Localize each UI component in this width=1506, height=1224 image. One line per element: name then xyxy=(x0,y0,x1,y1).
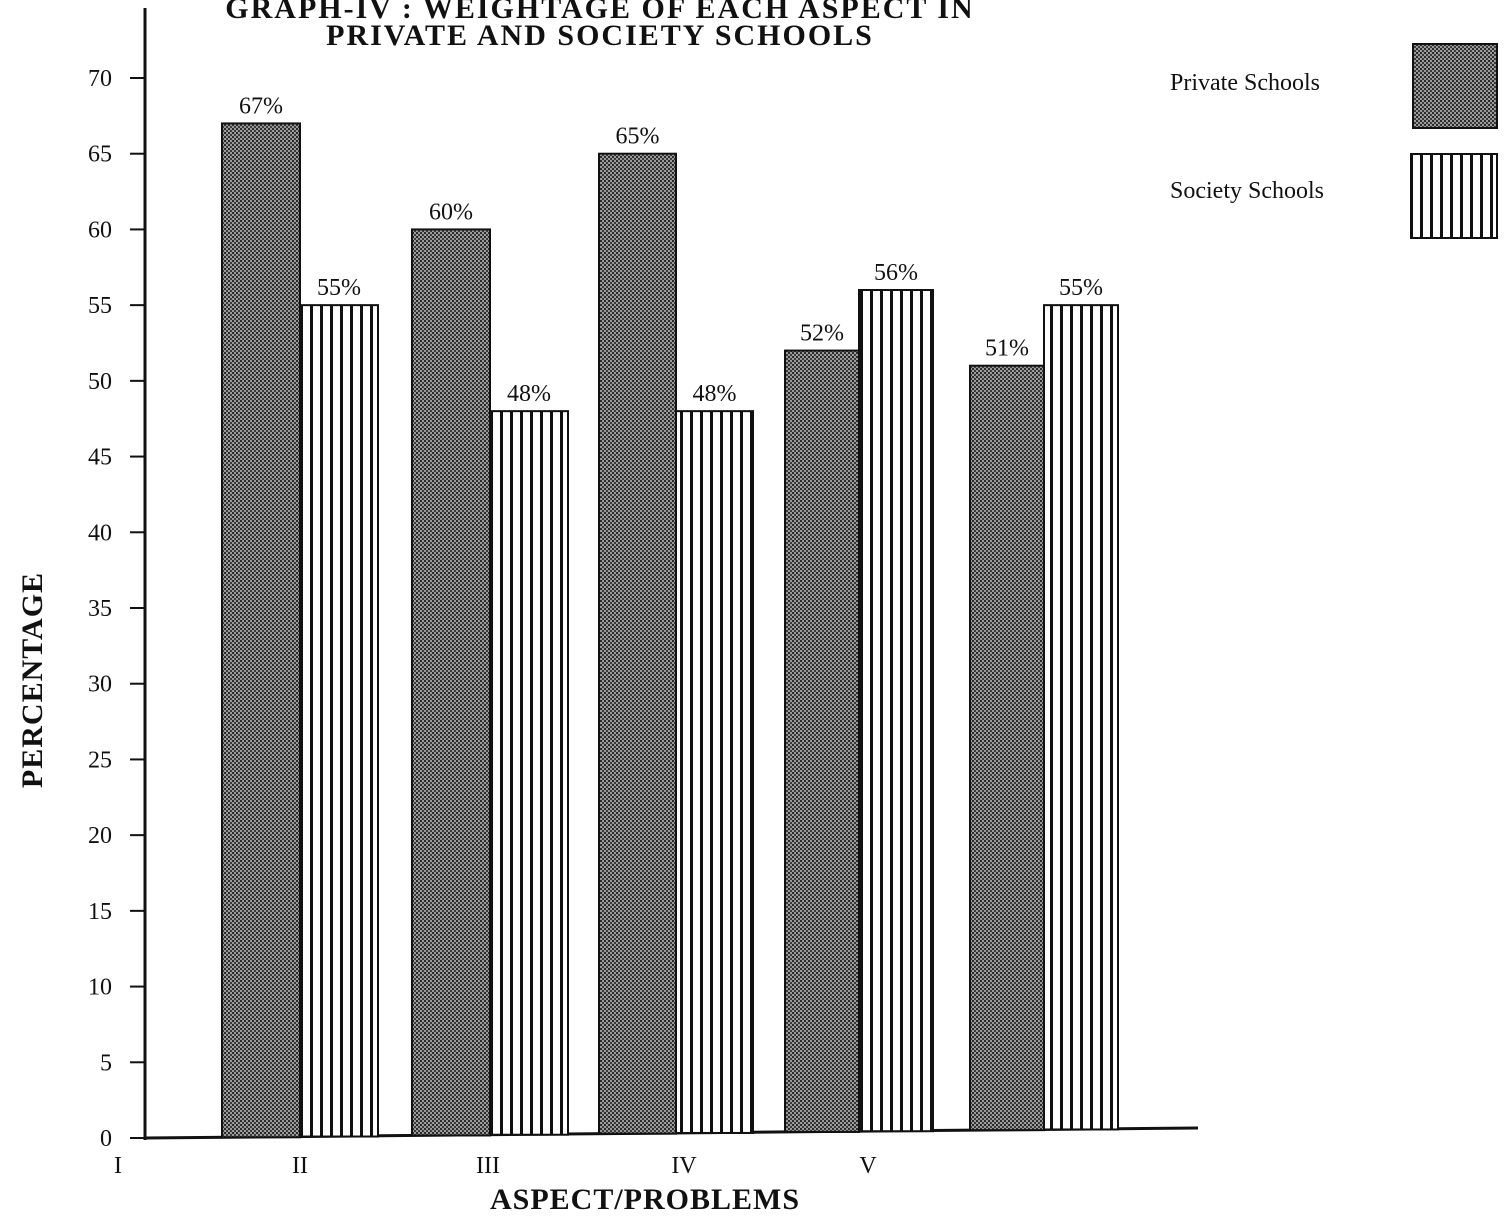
data-label-society: 48% xyxy=(507,381,551,407)
y-tick-label: 45 xyxy=(88,445,112,471)
bars xyxy=(221,122,1119,1139)
data-label-society: 55% xyxy=(1059,275,1103,301)
bar-society-V xyxy=(1043,304,1119,1131)
y-tick-label: 70 xyxy=(88,66,112,92)
x-category-label: V xyxy=(859,1153,877,1179)
y-tick-label: 60 xyxy=(88,217,112,243)
data-label-society: 56% xyxy=(874,260,918,286)
y-axis-ticks: 0 5 10 15 20 25 30 35 40 45 50 55 60 65 70 xyxy=(88,66,145,1152)
y-tick-label: 30 xyxy=(88,672,112,698)
bar-private-III xyxy=(598,152,677,1135)
x-category-label: IV xyxy=(671,1153,697,1179)
legend-swatch-society xyxy=(1410,153,1498,239)
y-tick-label: 40 xyxy=(88,520,112,546)
y-tick-label: 65 xyxy=(88,142,112,168)
data-label-society: 48% xyxy=(693,381,737,407)
chart-title-line-1: GRAPH-IV : WEIGHTAGE OF EACH ASPECT IN xyxy=(225,0,974,25)
bar-private-IV xyxy=(784,349,860,1133)
data-label-private: 52% xyxy=(800,321,844,347)
chart-title-line-2: PRIVATE AND SOCIETY SCHOOLS xyxy=(326,19,874,52)
category-labels: I II III IV V xyxy=(114,1153,877,1179)
data-label-society: 55% xyxy=(317,275,361,301)
legend-swatch-private xyxy=(1412,43,1498,129)
y-tick-label: 15 xyxy=(88,899,112,925)
data-label-private: 51% xyxy=(985,336,1029,362)
x-axis-title: ASPECT/PROBLEMS xyxy=(490,1183,800,1216)
bar-society-IV xyxy=(858,289,934,1133)
y-tick-label: 35 xyxy=(88,596,112,622)
legend-label-society: Society Schools xyxy=(1170,178,1324,204)
x-category-label: II xyxy=(292,1153,308,1179)
x-category-label: I xyxy=(114,1153,122,1179)
x-category-label: III xyxy=(476,1153,500,1179)
y-tick-label: 0 xyxy=(100,1126,112,1152)
y-tick-label: 20 xyxy=(88,823,112,849)
bar-private-V xyxy=(969,364,1045,1132)
bar-society-II xyxy=(489,410,569,1136)
data-labels: 67% 60% 65% 52% 51% 55% 48% 48% 56% 55% xyxy=(239,93,1103,407)
y-tick-label: 5 xyxy=(100,1050,112,1076)
legend: Private Schools Society Schools xyxy=(1170,43,1498,239)
y-tick-label: 25 xyxy=(88,747,112,773)
bar-private-II xyxy=(411,228,491,1137)
y-tick-label: 55 xyxy=(88,293,112,319)
data-label-private: 65% xyxy=(616,124,660,150)
data-label-private: 60% xyxy=(429,199,473,225)
y-tick-label: 50 xyxy=(88,369,112,395)
chart-title: GRAPH-IV : WEIGHTAGE OF EACH ASPECT IN P… xyxy=(225,0,974,52)
bar-private-I xyxy=(221,122,301,1139)
bar-society-III xyxy=(675,410,754,1134)
y-tick-label: 10 xyxy=(88,975,112,1001)
y-axis-title: PERCENTAGE xyxy=(16,572,49,788)
data-label-private: 67% xyxy=(239,93,283,119)
bar-society-I xyxy=(299,304,379,1138)
legend-label-private: Private Schools xyxy=(1170,70,1320,96)
